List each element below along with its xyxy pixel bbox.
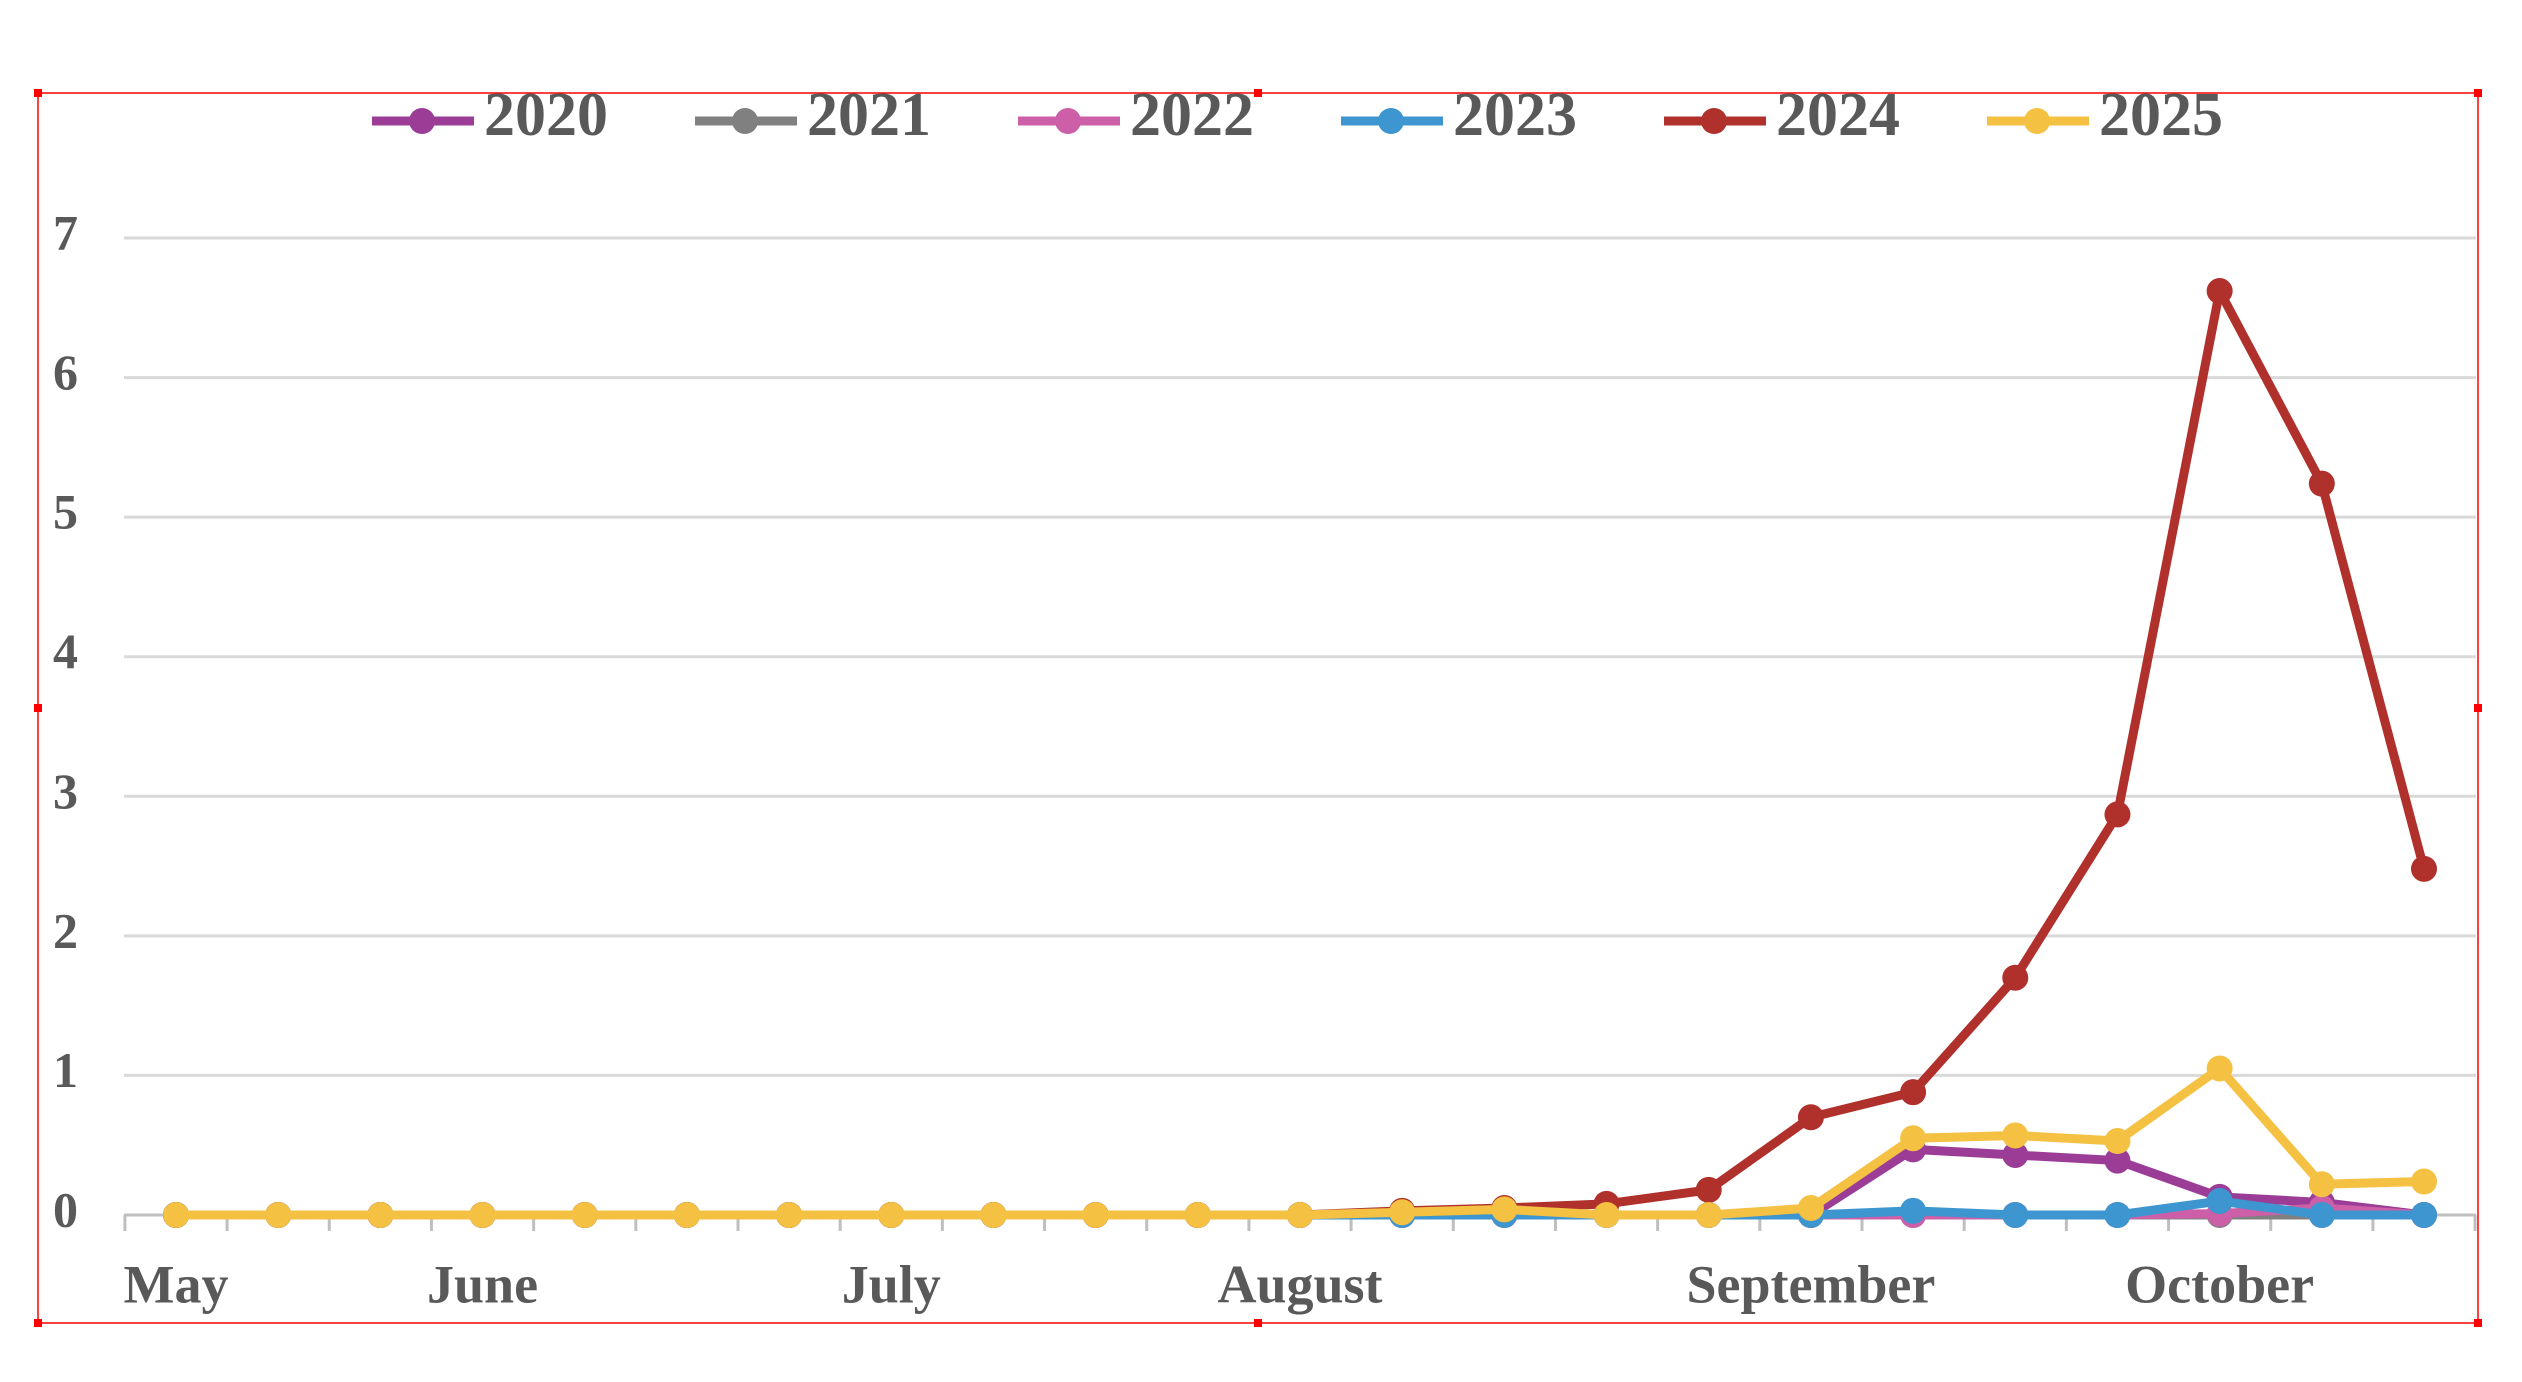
legend-label: 2023 [1453,81,1577,149]
data-point [1082,1202,1109,1228]
y-tick-label: 5 [53,484,78,540]
data-point [1695,1176,1722,1203]
data-point [2206,1055,2233,1082]
legend-marker [1055,108,1081,134]
legend-marker [2024,108,2050,134]
data-point [2411,1168,2437,1195]
y-tick-label: 7 [53,204,78,260]
data-point [1184,1202,1211,1228]
data-point [1491,1196,1518,1223]
data-point [2206,278,2233,305]
data-point [2002,964,2029,991]
data-point [2308,1202,2335,1228]
legend-marker [1701,108,1727,134]
data-point [2308,1171,2335,1198]
data-point [2411,1202,2437,1228]
y-tick-label: 0 [53,1181,78,1237]
data-point [2002,1141,2029,1168]
data-point [2206,1188,2233,1215]
data-point [878,1202,905,1228]
legend-label: 2025 [2099,81,2223,149]
data-point [1900,1197,1927,1224]
y-tick-label: 6 [53,344,78,400]
data-point [776,1202,803,1228]
data-point [163,1202,189,1228]
data-point [2104,1202,2131,1228]
data-point [265,1202,292,1228]
x-tick-label: September [1686,1254,1935,1314]
selection-handles [34,89,2482,1327]
legend-marker [732,108,758,134]
data-point [2104,1147,2131,1174]
data-point [469,1202,496,1228]
y-tick-label: 1 [53,1042,78,1098]
legend-label: 2024 [1776,81,1900,149]
legend-marker [1378,108,1404,134]
legend-label: 2022 [1130,81,1254,149]
x-tick-label: July [842,1254,941,1314]
data-point [1593,1202,1620,1228]
x-tick-label: October [2125,1254,2314,1314]
data-point [980,1202,1007,1228]
data-point [2104,801,2131,828]
data-point [2411,855,2437,882]
data-point [2002,1122,2029,1149]
x-tick-label: June [427,1254,538,1314]
data-point [673,1202,700,1228]
data-point [1900,1125,1927,1152]
legend-label: 2020 [484,81,608,149]
legend-label: 2021 [807,81,931,149]
y-tick-label: 3 [53,763,78,819]
data-point [1900,1079,1927,1106]
y-tick-label: 2 [53,902,78,958]
data-point [571,1202,598,1228]
data-point [1695,1202,1722,1228]
legend-marker [409,108,435,134]
x-tick-label: August [1217,1254,1382,1314]
y-tick-label: 4 [53,623,78,679]
data-point [367,1202,394,1228]
x-tick-label: May [124,1254,229,1314]
series-line [176,1063,2425,1220]
data-point [1797,1104,1824,1131]
data-point [1797,1195,1824,1222]
data-point [2002,1202,2029,1228]
data-point [1287,1202,1313,1228]
data-point [2104,1128,2131,1155]
data-point [1389,1199,1416,1226]
data-point [2308,470,2335,497]
